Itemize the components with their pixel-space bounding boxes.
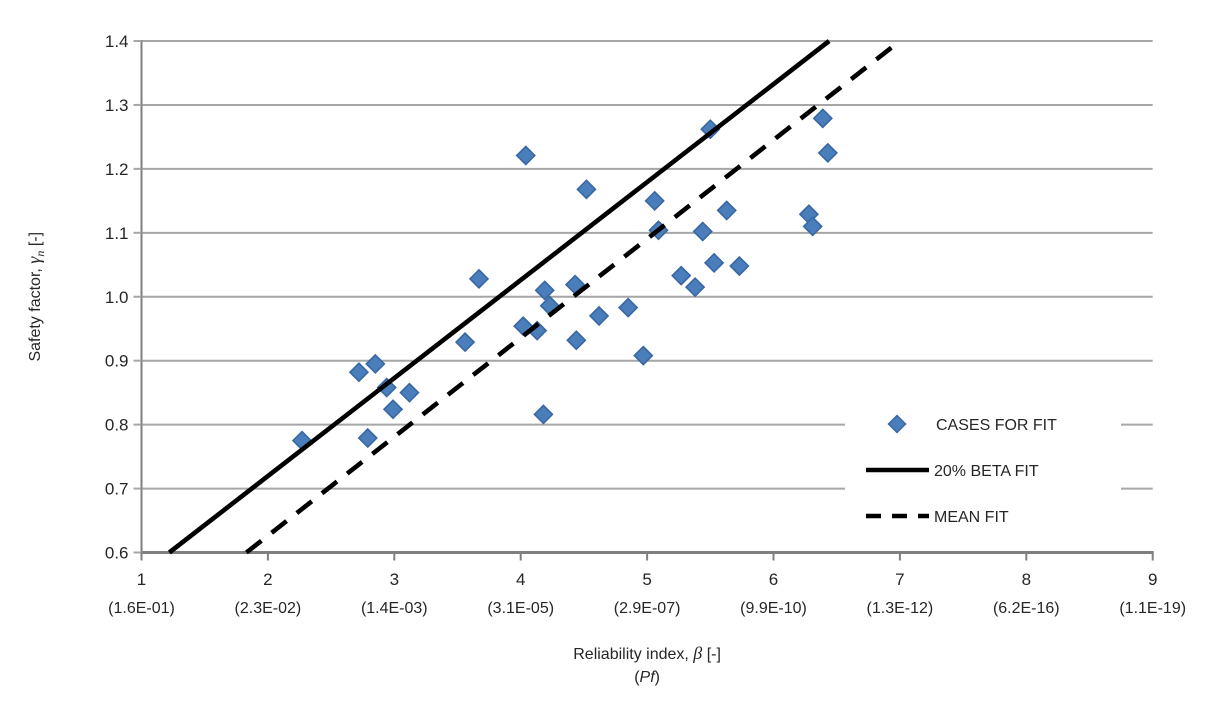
y-tick-label: 1.3	[105, 96, 129, 115]
x-axis-title: Reliability index, β [-]	[573, 643, 721, 663]
scatter-point	[566, 330, 587, 351]
x-tick-pf-label: (9.9E-10)	[740, 600, 807, 617]
y-tick-label: 1.1	[105, 224, 129, 243]
beta-fit-line	[167, 39, 831, 555]
scatter-point	[685, 277, 706, 298]
x-tick-label: 3	[390, 570, 399, 589]
scatter-point	[382, 399, 404, 420]
mean-fit-line	[244, 39, 902, 555]
scatter-point	[644, 190, 665, 211]
x-tick-pf-label: (6.2E-16)	[993, 600, 1060, 617]
x-tick-pf-label: (1.3E-12)	[867, 600, 934, 617]
x-tick-pf-label: (3.1E-05)	[487, 600, 554, 617]
legend-label-beta-fit: 20% BETA FIT	[934, 463, 1039, 480]
scatter-point	[692, 221, 713, 242]
x-tick-pf-label: (2.3E-02)	[235, 600, 302, 617]
x-tick-pf-label: (1.4E-03)	[361, 600, 428, 617]
x-tick-label: 6	[769, 570, 778, 589]
x-axis-subtitle-pf: (Pf)	[634, 669, 660, 686]
scatter-point	[633, 345, 654, 366]
scatter-point	[576, 179, 597, 200]
x-tick-pf-label: (1.6E-01)	[108, 600, 175, 617]
y-tick-label: 0.8	[105, 416, 129, 435]
x-tick-label: 2	[263, 570, 272, 589]
scatter-point	[365, 353, 386, 375]
legend-label-mean-fit: MEAN FIT	[934, 509, 1009, 526]
legend-label-cases: CASES FOR FIT	[936, 417, 1057, 434]
scatter-point	[533, 404, 554, 425]
x-tick-label: 8	[1022, 570, 1031, 589]
scatter-point	[588, 305, 610, 327]
scatter-point	[812, 108, 833, 129]
scatter-point	[817, 142, 838, 164]
x-tick-label: 1	[137, 570, 146, 589]
scatter-point	[534, 280, 555, 301]
y-tick-label: 0.9	[105, 352, 129, 371]
scatter-point	[357, 427, 378, 449]
scatter-point	[618, 297, 639, 318]
scatter-point	[399, 382, 420, 403]
y-tick-label: 1.2	[105, 160, 129, 179]
x-tick-label: 9	[1148, 570, 1157, 589]
scatter-point	[671, 265, 692, 286]
scatter-point	[703, 252, 725, 273]
scatter-point	[802, 216, 823, 237]
y-tick-label: 0.7	[105, 480, 129, 499]
scatter-point	[454, 332, 476, 353]
scatter-point	[376, 377, 397, 398]
x-tick-pf-label: (2.9E-07)	[614, 600, 681, 617]
x-tick-label: 4	[516, 570, 525, 589]
scatter-point	[729, 255, 750, 277]
y-tick-label: 0.6	[105, 544, 129, 563]
legend-marker-icon	[887, 414, 907, 434]
y-tick-label: 1.4	[105, 32, 129, 51]
scatter-point	[348, 362, 370, 383]
scatter-point	[515, 145, 536, 166]
scatter-point	[468, 268, 490, 289]
x-tick-label: 5	[642, 570, 651, 589]
y-axis-title: Safety factor, γn [-]	[24, 232, 47, 362]
x-tick-pf-label: (1.1E-19)	[1119, 600, 1186, 617]
x-tick-label: 7	[895, 570, 904, 589]
scatter-point	[716, 200, 737, 221]
y-tick-label: 1.0	[105, 288, 129, 307]
